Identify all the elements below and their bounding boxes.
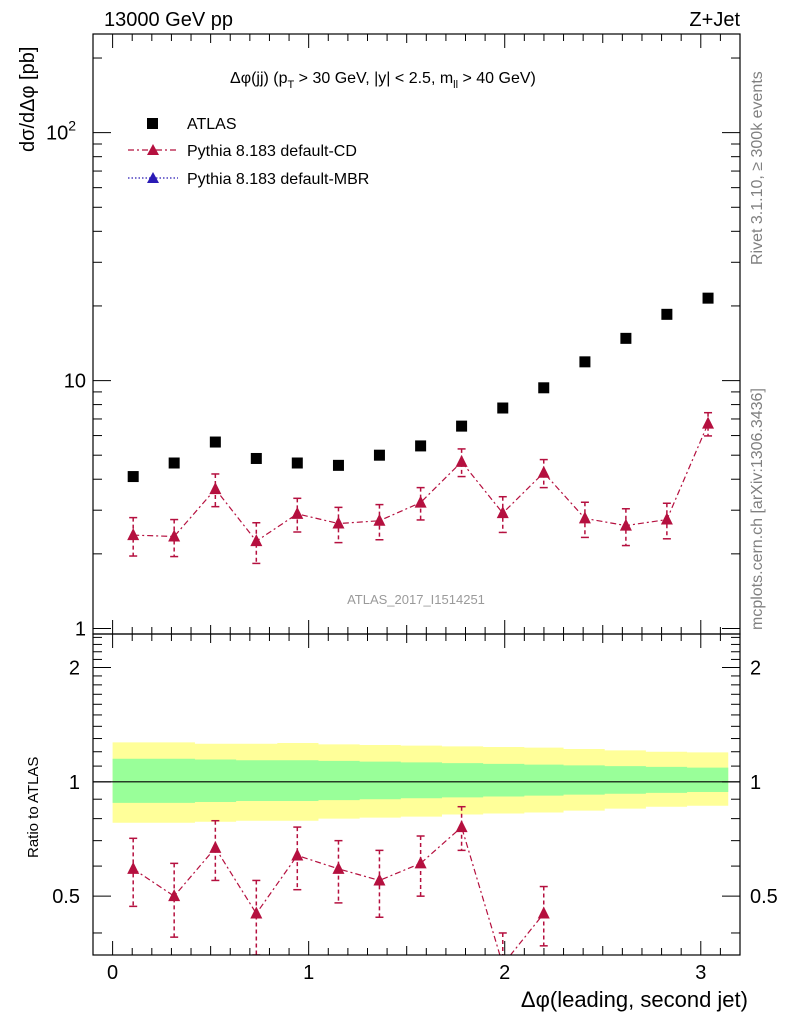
main-y-tick-label: 1 [75,618,86,640]
legend-mbr-marker [147,172,159,183]
process-label: Z+Jet [689,9,740,31]
pythia-cd-point [209,482,222,495]
atlas-point [702,292,714,304]
ratio-y-tick-labels: 0.5 0.5 1 1 2 2 [52,657,778,908]
series-atlas [127,292,714,483]
legend-atlas-label: ATLAS [187,116,237,133]
energy-label: 13000 GeV pp [104,9,233,31]
ratio-cd-point [537,906,550,919]
atlas-point [291,457,303,469]
ratio-uncertainty-bands [112,742,729,823]
pythia-cd-point [250,534,263,547]
pythia-cd-point [578,511,591,524]
pythia-cd-line [133,423,709,542]
pythia-cd-point [332,516,345,529]
pythia-cd-point [127,528,140,541]
plot-title: Δφ(jj) (pT > 30 GeV, |y| < 2.5, mll > 40… [230,70,536,91]
atlas-point [209,436,221,448]
atlas-point [538,382,550,394]
ratio-plot-frame [92,633,741,956]
pythia-cd-point [537,465,550,478]
ratio-cd-point [291,848,304,861]
analysis-watermark: ATLAS_2017_I1514251 [347,592,485,607]
pythia-cd-point [702,416,715,429]
atlas-point [127,471,139,483]
rivet-label: Rivet 3.1.10, ≥ 300k events [749,71,766,265]
ratio-y-axis-label: Ratio to ATLAS [25,757,42,858]
main-axis-ticks [93,34,740,634]
ratio-y-tick-label-left: 2 [69,657,80,679]
atlas-point [661,308,673,320]
ratio-cd-point [414,856,427,869]
legend-mbr-label: Pythia 8.183 default-MBR [187,171,369,188]
ratio-y-tick-label-left: 1 [69,772,80,794]
atlas-point [332,459,344,471]
pythia-cd-point [496,506,509,519]
pythia-cd-point [414,495,427,508]
pythia-cd-point [373,513,386,526]
x-tick-label: 1 [303,962,314,984]
ratio-y-tick-label-right: 1 [750,772,761,794]
x-axis-label: Δφ(leading, second jet) [521,987,748,1012]
ratio-band-inner [112,758,729,803]
ratio-y-tick-label-left: 0.5 [52,886,80,908]
ratio-cd-point [127,861,140,874]
atlas-point [497,402,509,414]
ratio-cd-point [332,861,345,874]
main-y-tick-label: 102 [46,118,76,145]
ratio-axis-ticks [93,634,740,955]
ratio-y-tick-label-right: 2 [750,657,761,679]
pythia-cd-point [660,512,673,525]
pythia-cd-point [168,529,181,542]
legend: ATLAS Pythia 8.183 default-CD Pythia 8.1… [128,116,369,188]
main-y-tick-labels: 1 10 102 [46,118,86,641]
pythia-cd-point [455,454,468,467]
ratio-cd-point [168,889,181,902]
main-y-tick-label: 10 [64,371,86,393]
ratio-series-pythia-cd [127,805,550,955]
ratio-cd-point [455,820,468,833]
atlas-point [415,440,427,452]
atlas-point [250,452,262,464]
x-tick-label: 3 [695,962,706,984]
ratio-cd-point [373,873,386,886]
pythia-cd-point [619,518,632,531]
mcplots-label: mcplots.cern.ch [arXiv:1306.3436] [749,388,766,630]
series-pythia-cd [127,411,715,565]
ratio-y-tick-label-right: 0.5 [750,886,778,908]
legend-atlas-marker [147,118,158,129]
legend-cd-marker [147,144,159,155]
main-y-axis-label: dσ/dΔφ [pb] [17,47,39,152]
atlas-point [168,457,180,469]
ratio-cd-point [209,840,222,853]
atlas-point [456,420,468,432]
ratio-cd-point [250,906,263,919]
atlas-point [373,449,385,461]
x-tick-labels: 0 1 2 3 [107,962,706,984]
atlas-point [579,356,591,368]
pythia-cd-point [291,506,304,519]
legend-cd-label: Pythia 8.183 default-CD [187,143,357,160]
atlas-point [620,332,632,344]
x-tick-label: 0 [107,962,118,984]
x-tick-label: 2 [499,962,510,984]
